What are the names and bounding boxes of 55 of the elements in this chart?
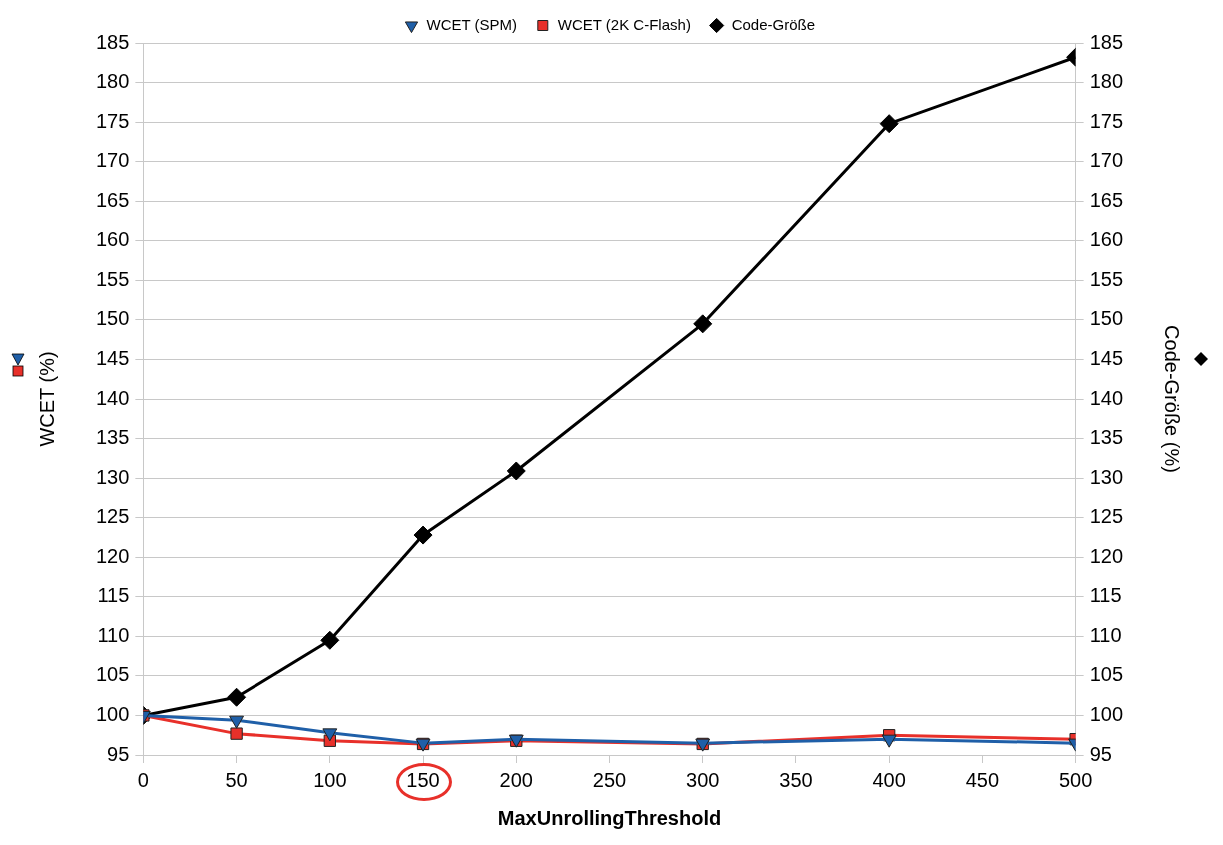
y-tick-label: 130 xyxy=(95,465,130,488)
y-tick-label: 135 xyxy=(95,426,130,449)
y2-tick-label: 130 xyxy=(1089,465,1124,488)
y2-tick-label: 95 xyxy=(1089,742,1112,765)
y2-tick-label: 105 xyxy=(1089,663,1124,686)
y-tick-label: 175 xyxy=(95,109,130,132)
y-tick-label: 185 xyxy=(95,30,130,53)
x-tick-label: 350 xyxy=(779,768,813,791)
y2-tick-label: 175 xyxy=(1089,109,1124,132)
x-tick-label: 400 xyxy=(872,768,906,791)
x-tick-label: 200 xyxy=(499,768,533,791)
y-tick-label: 150 xyxy=(95,307,130,330)
legend-label: WCET (SPM) xyxy=(426,15,518,33)
y2-axis-title: Code-Größe (%) xyxy=(1161,325,1184,473)
y-tick-label: 165 xyxy=(95,188,130,211)
x-tick-label: 450 xyxy=(965,768,1000,791)
y2-tick-label: 155 xyxy=(1089,267,1124,290)
x-tick-label: 150 xyxy=(406,768,440,791)
y2-tick-label: 110 xyxy=(1089,623,1122,646)
y-tick-label: 95 xyxy=(107,742,130,765)
y-tick-label: 145 xyxy=(95,346,130,369)
y-tick-label: 125 xyxy=(95,505,130,528)
y2-tick-label: 180 xyxy=(1089,70,1124,93)
y2-tick-label: 140 xyxy=(1089,386,1124,409)
legend-label: WCET (2K C-Flash) xyxy=(557,15,691,33)
y-tick-label: 140 xyxy=(95,386,130,409)
y2-tick-label: 120 xyxy=(1089,544,1124,567)
y2-tick-label: 115 xyxy=(1089,584,1122,607)
y-tick-label: 155 xyxy=(95,267,130,290)
x-tick-label: 250 xyxy=(592,768,627,791)
y2-tick-label: 170 xyxy=(1089,149,1124,172)
x-tick-label: 0 xyxy=(137,768,149,791)
y-tick-label: 115 xyxy=(97,584,130,607)
legend-label: Code-Größe xyxy=(731,15,816,33)
x-tick-label: 100 xyxy=(313,768,347,791)
y-axis-title: WCET (%) xyxy=(35,351,58,447)
y-tick-label: 105 xyxy=(95,663,130,686)
y2-tick-label: 185 xyxy=(1089,30,1124,53)
x-axis-title: MaxUnrollingThreshold xyxy=(497,806,722,829)
y2-tick-label: 145 xyxy=(1089,346,1124,369)
y-tick-label: 110 xyxy=(97,623,130,646)
x-tick-label: 300 xyxy=(686,768,720,791)
y-tick-label: 170 xyxy=(95,149,130,172)
x-tick-label: 50 xyxy=(225,768,248,791)
y-tick-label: 120 xyxy=(95,544,130,567)
y-tick-label: 180 xyxy=(95,70,130,93)
y2-tick-label: 165 xyxy=(1089,188,1124,211)
y-tick-label: 160 xyxy=(95,228,130,251)
y2-tick-label: 125 xyxy=(1089,505,1124,528)
y2-tick-label: 135 xyxy=(1089,426,1124,449)
y2-tick-label: 150 xyxy=(1089,307,1124,330)
y2-tick-label: 100 xyxy=(1089,702,1124,725)
y2-tick-label: 160 xyxy=(1089,228,1124,251)
x-tick-label: 500 xyxy=(1058,768,1093,791)
y-tick-label: 100 xyxy=(95,702,130,725)
